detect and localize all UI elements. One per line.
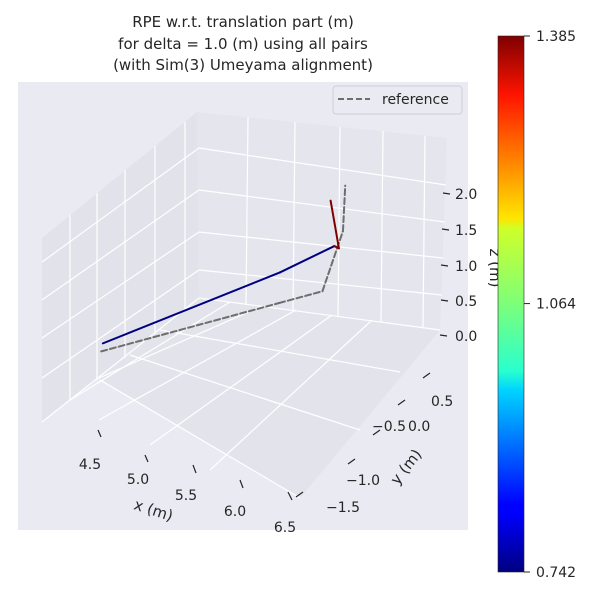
error-colored-segment bbox=[329, 199, 340, 250]
x-tick-mark bbox=[192, 464, 197, 474]
y-tick-label: −0.5 bbox=[372, 419, 406, 435]
pane-group bbox=[41, 112, 447, 499]
x-tick-mark bbox=[287, 491, 293, 501]
title-line-1: RPE w.r.t. translation part (m) bbox=[132, 13, 354, 31]
y-tick-mark bbox=[397, 399, 406, 406]
colorbar-tick-label: 0.742 bbox=[536, 565, 576, 581]
colorbar: 0.742 1.064 1.385 bbox=[497, 29, 576, 581]
x-tick-label: 5.5 bbox=[175, 488, 197, 504]
y-tick-mark bbox=[422, 372, 431, 379]
x-tick-label: 6.0 bbox=[224, 504, 246, 520]
z-tick-label: 0.5 bbox=[455, 294, 477, 310]
error-colored-segment bbox=[278, 245, 336, 274]
error-colored-segment bbox=[101, 271, 281, 345]
title-line-3: (with Sim(3) Umeyama alignment) bbox=[113, 56, 373, 74]
z-tick-mark bbox=[440, 299, 449, 302]
z-tick-label: 0.0 bbox=[455, 329, 477, 345]
reference-segment bbox=[278, 290, 324, 305]
y-tick-label: 0.0 bbox=[408, 419, 430, 435]
legend-box bbox=[332, 85, 463, 115]
y-tick-label: −1.0 bbox=[346, 473, 380, 489]
legend-label-reference: reference bbox=[382, 92, 449, 108]
y-tick-label: −1.5 bbox=[326, 500, 360, 516]
x-tick-label: 4.5 bbox=[79, 457, 101, 473]
reference-segment bbox=[341, 184, 347, 233]
y-tick-mark bbox=[372, 429, 381, 436]
pane-floor bbox=[42, 298, 440, 498]
pane-left bbox=[42, 112, 199, 422]
z-tick-mark bbox=[439, 334, 448, 337]
z-tick-mark bbox=[442, 192, 451, 195]
z-tick-label: 1.5 bbox=[455, 223, 477, 239]
colorbar-tick-label: 1.064 bbox=[536, 297, 576, 313]
x-tick-label: 6.5 bbox=[274, 520, 296, 536]
x-tick-label: 5.0 bbox=[127, 472, 149, 488]
x-tick-mark bbox=[97, 429, 102, 438]
reference-segment bbox=[100, 302, 281, 353]
colorbar-gradient bbox=[498, 36, 524, 572]
y-tick-mark bbox=[347, 458, 356, 465]
z-tick-mark bbox=[440, 264, 449, 267]
y-tick-label: 0.5 bbox=[431, 394, 453, 410]
z-tick-mark bbox=[441, 228, 450, 231]
title-line-2: for delta = 1.0 (m) using all pairs bbox=[118, 35, 368, 53]
y-tick-mark bbox=[295, 491, 304, 498]
series-layer bbox=[100, 184, 347, 353]
grid-lines bbox=[41, 116, 447, 499]
legend: reference bbox=[332, 85, 463, 115]
colorbar-tick-label: 1.385 bbox=[536, 29, 576, 45]
chart-title: RPE w.r.t. translation part (m) for delt… bbox=[113, 13, 373, 74]
z-tick-label: 1.0 bbox=[455, 259, 477, 275]
z-tick-label: 2.0 bbox=[455, 187, 477, 203]
reference-segment bbox=[321, 230, 344, 293]
pane-back bbox=[197, 112, 447, 330]
x-tick-mark bbox=[144, 454, 149, 463]
x-tick-mark bbox=[239, 479, 244, 489]
